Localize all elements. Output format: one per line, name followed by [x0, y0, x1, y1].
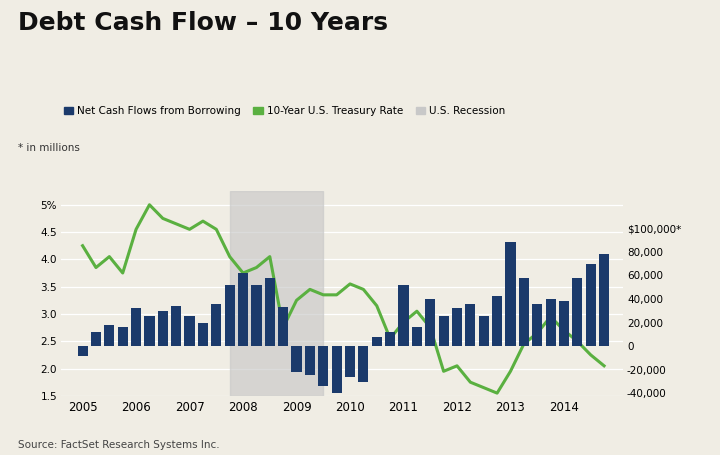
- Bar: [452, 308, 462, 346]
- Bar: [184, 316, 194, 346]
- Bar: [532, 304, 542, 346]
- Bar: [585, 264, 595, 346]
- Bar: [398, 285, 408, 346]
- Bar: [265, 278, 275, 346]
- Bar: [519, 278, 529, 346]
- Bar: [158, 311, 168, 346]
- Bar: [412, 327, 422, 346]
- Bar: [546, 299, 556, 346]
- Bar: [359, 346, 369, 382]
- Bar: [332, 346, 342, 394]
- Bar: [251, 285, 261, 346]
- Bar: [305, 346, 315, 374]
- Text: * in millions: * in millions: [18, 143, 80, 153]
- Bar: [230, 191, 323, 396]
- Bar: [345, 346, 355, 377]
- Bar: [292, 346, 302, 372]
- Bar: [91, 332, 101, 346]
- Bar: [492, 295, 502, 346]
- Text: Debt Cash Flow – 10 Years: Debt Cash Flow – 10 Years: [18, 11, 388, 35]
- Bar: [225, 285, 235, 346]
- Bar: [145, 316, 155, 346]
- Bar: [211, 304, 221, 346]
- Legend: Net Cash Flows from Borrowing, 10-Year U.S. Treasury Rate, U.S. Recession: Net Cash Flows from Borrowing, 10-Year U…: [63, 106, 505, 116]
- Bar: [505, 243, 516, 346]
- Bar: [131, 308, 141, 346]
- Bar: [318, 346, 328, 386]
- Bar: [479, 316, 489, 346]
- Bar: [198, 323, 208, 346]
- Bar: [599, 254, 609, 346]
- Bar: [438, 316, 449, 346]
- Bar: [372, 337, 382, 346]
- Bar: [572, 278, 582, 346]
- Bar: [238, 273, 248, 346]
- Text: Source: FactSet Research Systems Inc.: Source: FactSet Research Systems Inc.: [18, 440, 220, 450]
- Bar: [171, 306, 181, 346]
- Bar: [465, 304, 475, 346]
- Bar: [104, 325, 114, 346]
- Bar: [117, 327, 127, 346]
- Bar: [559, 301, 569, 346]
- Bar: [385, 332, 395, 346]
- Bar: [278, 307, 288, 346]
- Bar: [78, 346, 88, 356]
- Bar: [426, 299, 436, 346]
